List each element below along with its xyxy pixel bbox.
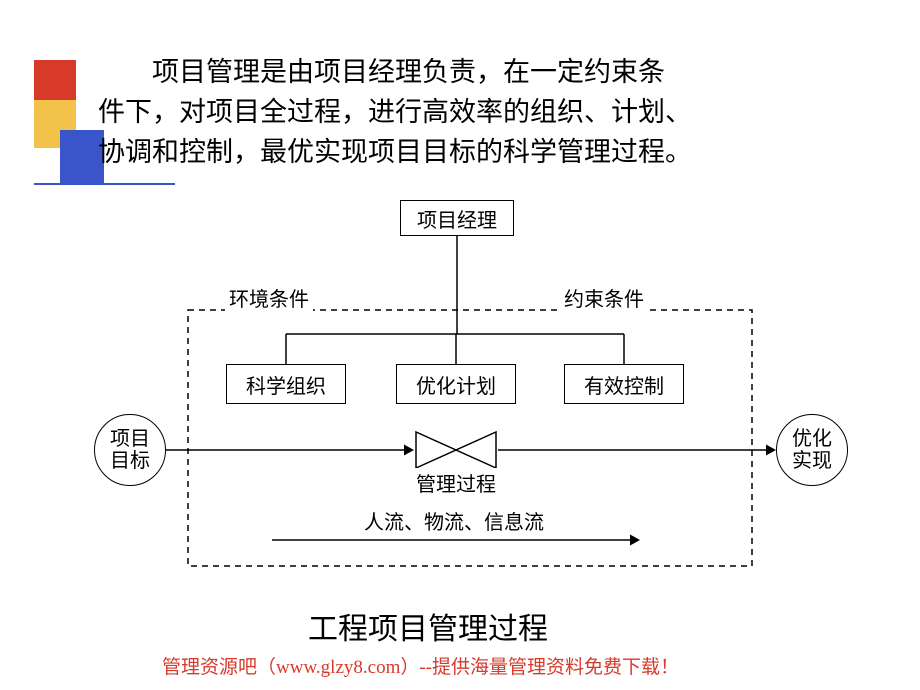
label-flows: 人流、物流、信息流: [360, 506, 548, 535]
node-goal: 项目目标: [94, 414, 166, 486]
label-mgmt-proc: 管理过程: [412, 468, 500, 497]
footer-credit: 管理资源吧（www.glzy8.com）--提供海量管理资料免费下载！: [162, 652, 679, 679]
label-env: 环境条件: [225, 283, 313, 312]
label-constr: 约束条件: [560, 283, 648, 312]
node-pm: 项目经理: [400, 200, 514, 236]
caption: 工程项目管理过程: [308, 604, 548, 648]
node-optreal: 优化实现: [776, 414, 848, 486]
node-sci-org: 科学组织: [226, 364, 346, 404]
node-opt-plan: 优化计划: [396, 364, 516, 404]
node-eff-ctrl: 有效控制: [564, 364, 684, 404]
diagram-svg: [0, 0, 920, 690]
